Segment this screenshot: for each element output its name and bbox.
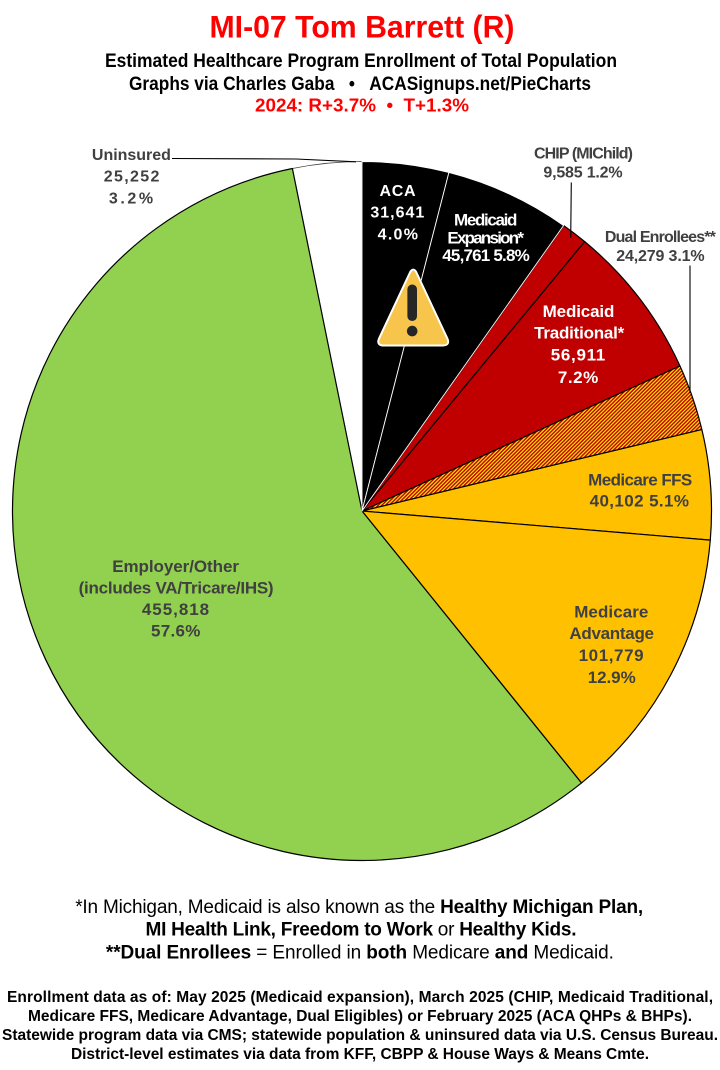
svg-text:**Dual Enrollees = Enrolled in: **Dual Enrollees = Enrolled in both Medi… <box>106 942 614 963</box>
svg-text:25,252: 25,252 <box>104 169 160 186</box>
svg-text:455,818: 455,818 <box>142 600 209 619</box>
svg-text:(includes VA/Tricare/IHS): (includes VA/Tricare/IHS) <box>79 579 274 598</box>
svg-text:Advantage: Advantage <box>569 624 654 643</box>
svg-text:31,641: 31,641 <box>370 205 424 222</box>
svg-text:Medicaid: Medicaid <box>454 210 517 229</box>
svg-text:2024: R+3.7% • T+1.3%: 2024: R+3.7% • T+1.3% <box>255 95 469 116</box>
svg-text:CHIP (MIChild): CHIP (MIChild) <box>534 145 633 162</box>
svg-text:Medicare: Medicare <box>574 602 648 621</box>
svg-text:57.6%: 57.6% <box>151 622 200 641</box>
svg-text:MI-07 Tom Barrett (R): MI-07 Tom Barrett (R) <box>210 9 515 45</box>
svg-text:Graphs via Charles Gaba •: Graphs via Charles Gaba • ACASignups.net… <box>129 74 591 95</box>
svg-text:24,279 3.1%: 24,279 3.1% <box>616 248 704 265</box>
svg-text:12.9%: 12.9% <box>588 668 636 687</box>
svg-text:Medicare FFS: Medicare FFS <box>588 471 692 490</box>
svg-text:Medicare FFS, Medicare Advanta: Medicare FFS, Medicare Advantage, Dual E… <box>28 1008 692 1025</box>
svg-text:MI Health Link, Freedom to Wor: MI Health Link, Freedom to Work or Healt… <box>146 920 577 941</box>
svg-text:56,911: 56,911 <box>551 346 606 365</box>
svg-text:Dual Enrollees**: Dual Enrollees** <box>605 229 717 246</box>
svg-text:40,102 5.1%: 40,102 5.1% <box>590 492 689 511</box>
svg-text:7.2%: 7.2% <box>558 368 598 387</box>
svg-text:Estimated Healthcare Program E: Estimated Healthcare Program Enrollment … <box>105 51 617 72</box>
svg-text:Statewide program data via CMS: Statewide program data via CMS; statewid… <box>2 1027 718 1044</box>
svg-text:Uninsured: Uninsured <box>92 147 171 164</box>
svg-text:9,585 1.2%: 9,585 1.2% <box>543 165 622 182</box>
svg-text:ACA: ACA <box>380 183 416 200</box>
svg-text:Employer/Other: Employer/Other <box>112 557 239 576</box>
svg-text:Enrollment data as of: May 202: Enrollment data as of: May 2025 (Medicai… <box>7 989 713 1006</box>
svg-text:Medicaid: Medicaid <box>543 302 615 321</box>
svg-text:45,761 5.8%: 45,761 5.8% <box>442 246 530 265</box>
svg-text:Traditional*: Traditional* <box>534 324 624 343</box>
svg-text:101,779: 101,779 <box>579 646 644 665</box>
svg-text:3.2%: 3.2% <box>109 190 153 207</box>
svg-text:*In Michigan, Medicaid is also: *In Michigan, Medicaid is also known as … <box>75 897 643 918</box>
svg-text:4.0%: 4.0% <box>378 227 418 244</box>
svg-text:Expansion*: Expansion* <box>447 229 524 248</box>
svg-text:District-level estimates via d: District-level estimates via data from K… <box>71 1046 649 1063</box>
